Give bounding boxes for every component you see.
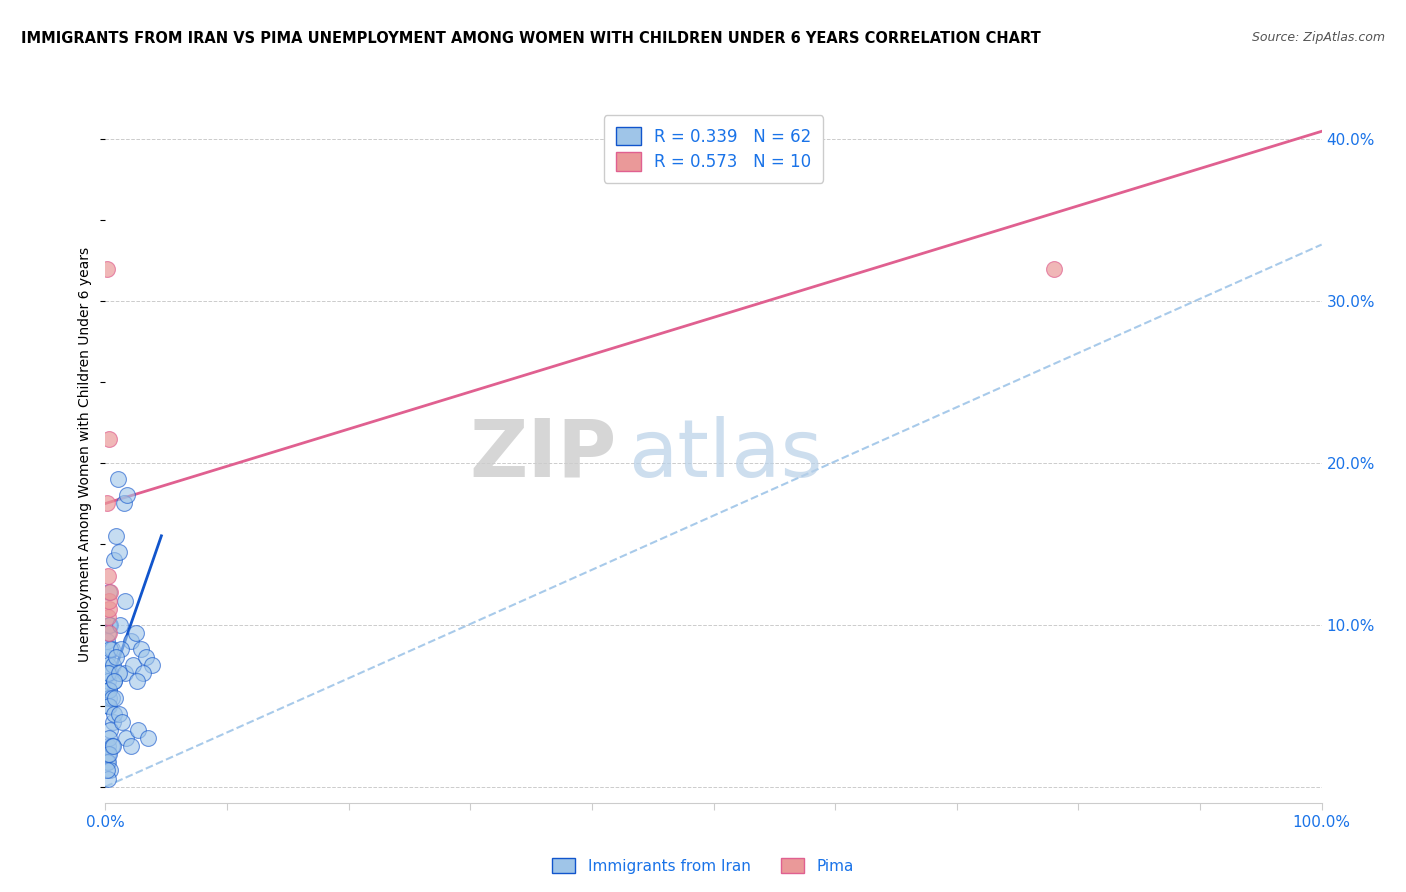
Point — [98, 432, 121, 446]
Point — [117, 488, 139, 502]
Point — [101, 658, 124, 673]
Point — [97, 569, 120, 583]
Point — [97, 609, 120, 624]
Point — [96, 261, 118, 276]
Point — [98, 723, 121, 737]
Point — [103, 553, 125, 567]
Point — [120, 634, 142, 648]
Point — [96, 650, 118, 665]
Point — [108, 545, 131, 559]
Point — [98, 617, 121, 632]
Point — [97, 756, 120, 770]
Y-axis label: Unemployment Among Women with Children Under 6 years: Unemployment Among Women with Children U… — [79, 247, 93, 663]
Point — [1043, 261, 1066, 276]
Legend: Immigrants from Iran, Pima: Immigrants from Iran, Pima — [547, 852, 859, 880]
Point — [108, 666, 131, 681]
Point — [97, 626, 120, 640]
Point — [104, 690, 127, 705]
Point — [101, 739, 124, 754]
Point — [98, 601, 121, 615]
Point — [98, 585, 121, 599]
Point — [101, 714, 124, 729]
Point — [98, 666, 121, 681]
Point — [114, 666, 136, 681]
Point — [98, 731, 121, 745]
Point — [108, 706, 131, 721]
Point — [129, 642, 152, 657]
Point — [110, 642, 132, 657]
Point — [120, 739, 142, 754]
Point — [112, 496, 135, 510]
Point — [97, 747, 120, 762]
Text: atlas: atlas — [628, 416, 823, 494]
Point — [98, 642, 121, 657]
Point — [96, 764, 118, 778]
Point — [98, 682, 121, 697]
Point — [98, 747, 121, 762]
Legend: R = 0.339   N = 62, R = 0.573   N = 10: R = 0.339 N = 62, R = 0.573 N = 10 — [605, 115, 823, 183]
Point — [105, 529, 128, 543]
Point — [136, 731, 159, 745]
Text: IMMIGRANTS FROM IRAN VS PIMA UNEMPLOYMENT AMONG WOMEN WITH CHILDREN UNDER 6 YEAR: IMMIGRANTS FROM IRAN VS PIMA UNEMPLOYMEN… — [21, 31, 1040, 46]
Point — [97, 658, 120, 673]
Point — [98, 698, 121, 713]
Point — [98, 690, 121, 705]
Point — [115, 731, 138, 745]
Point — [97, 698, 120, 713]
Point — [96, 634, 118, 648]
Point — [135, 650, 157, 665]
Point — [98, 593, 121, 607]
Point — [98, 764, 121, 778]
Point — [98, 682, 121, 697]
Text: ZIP: ZIP — [470, 416, 616, 494]
Point — [100, 690, 122, 705]
Point — [98, 585, 121, 599]
Point — [108, 617, 131, 632]
Point — [103, 674, 125, 689]
Point — [103, 706, 125, 721]
Point — [122, 658, 145, 673]
Point — [107, 472, 129, 486]
Point — [127, 723, 149, 737]
Point — [105, 650, 128, 665]
Point — [96, 496, 118, 510]
Point — [97, 666, 120, 681]
Point — [98, 617, 121, 632]
Point — [100, 642, 122, 657]
Point — [96, 756, 118, 770]
Text: Source: ZipAtlas.com: Source: ZipAtlas.com — [1251, 31, 1385, 45]
Point — [125, 674, 148, 689]
Point — [103, 674, 125, 689]
Point — [97, 739, 120, 754]
Point — [132, 666, 155, 681]
Point — [141, 658, 163, 673]
Point — [98, 626, 121, 640]
Point — [97, 674, 120, 689]
Point — [97, 772, 120, 786]
Point — [125, 626, 148, 640]
Point — [114, 593, 136, 607]
Point — [100, 739, 122, 754]
Point — [111, 714, 134, 729]
